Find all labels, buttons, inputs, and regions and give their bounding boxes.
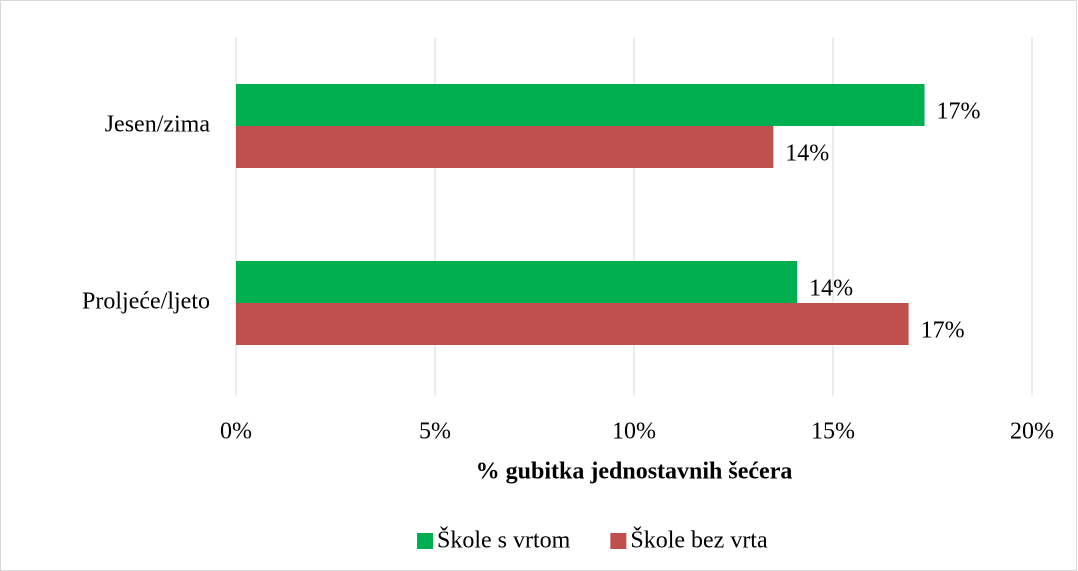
y-tick-label: Proljeće/ljeto — [82, 289, 210, 315]
data-label: 14% — [809, 276, 853, 302]
y-tick-label: Jesen/zima — [105, 112, 211, 138]
legend-swatch — [610, 533, 627, 549]
x-tick-label: 10% — [612, 419, 656, 445]
x-tick-label: 20% — [1010, 419, 1054, 445]
bar — [236, 261, 798, 303]
bar — [236, 303, 909, 345]
data-label: 14% — [785, 141, 829, 167]
x-tick-label: 0% — [220, 419, 252, 445]
legend-label: Škole bez vrta — [630, 527, 768, 554]
legend-label: Škole s vrtom — [437, 527, 571, 554]
data-label: 17% — [921, 318, 965, 344]
x-axis-label: % gubitka jednostavnih šećera — [476, 459, 793, 485]
bar — [236, 84, 925, 126]
x-tick-label: 15% — [811, 419, 855, 445]
data-label: 17% — [937, 99, 981, 125]
legend-swatch — [417, 533, 433, 549]
bar — [236, 126, 774, 168]
x-tick-label: 5% — [419, 419, 451, 445]
